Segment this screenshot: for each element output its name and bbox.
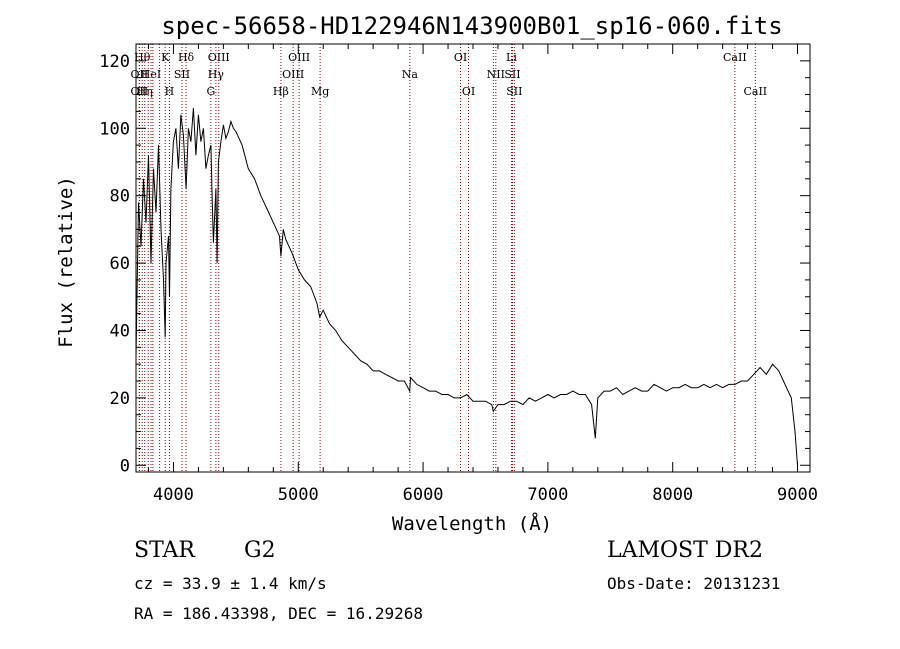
y-tick-label: 20 bbox=[110, 389, 130, 409]
x-tick-label: 4000 bbox=[153, 485, 194, 505]
line-marker-label: SII bbox=[506, 85, 522, 98]
x-tick-label: 5000 bbox=[278, 485, 319, 505]
x-tick-label: 7000 bbox=[527, 485, 568, 505]
y-tick-label: 60 bbox=[110, 254, 130, 274]
line-marker-label: NII bbox=[487, 68, 505, 81]
chart-title: spec-56658-HD122946N143900B01_sp16-060.f… bbox=[161, 12, 782, 40]
line-marker-label: CaII bbox=[723, 51, 747, 64]
coordinates: RA = 186.43398, DEC = 16.29268 bbox=[134, 604, 423, 623]
plot-frame bbox=[135, 43, 811, 473]
spectrum-line bbox=[135, 107, 798, 466]
x-tick-label: 9000 bbox=[777, 485, 818, 505]
line-marker-label: K bbox=[161, 51, 170, 64]
x-axis-label: Wavelength (Å) bbox=[392, 512, 552, 535]
line-marker-label: Hη bbox=[137, 85, 153, 98]
line-marker-label: OIII bbox=[208, 51, 230, 64]
x-axis-ticks: 4000 5000 6000 7000 8000 9000 bbox=[147, 44, 818, 505]
line-marker-label: SII bbox=[504, 68, 520, 81]
object-class: STAR bbox=[134, 538, 195, 563]
y-tick-label: 0 bbox=[120, 456, 130, 476]
line-marker-label: Na bbox=[402, 68, 419, 81]
y-tick-label: 80 bbox=[110, 187, 130, 207]
x-tick-label: 6000 bbox=[403, 485, 444, 505]
y-axis-label: Flux (relative) bbox=[55, 176, 77, 348]
line-marker-label: Li bbox=[506, 51, 517, 64]
line-marker-label: OII bbox=[131, 85, 149, 98]
line-marker-label: Hγ bbox=[208, 68, 225, 81]
object-subclass: G2 bbox=[244, 538, 276, 563]
line-marker-label: H bbox=[165, 85, 175, 98]
y-axis-ticks: 0 20 40 60 80 100 120 bbox=[99, 52, 810, 476]
line-marker-label: OIII bbox=[288, 51, 310, 64]
y-tick-label: 40 bbox=[110, 321, 130, 341]
line-marker-label: G bbox=[206, 85, 215, 98]
y-tick-label: 100 bbox=[99, 119, 130, 139]
y-tick-label: 120 bbox=[99, 52, 130, 72]
line-marker-label: Hδ bbox=[178, 51, 195, 64]
spectral-line-markers: HθOIIOIIHηHeIKHSIIHδGHγOIIIHβOIIIOIIIMgN… bbox=[131, 44, 767, 472]
x-tick-label: 8000 bbox=[652, 485, 693, 505]
line-marker-label: CaII bbox=[743, 85, 767, 98]
line-marker-label: Mg bbox=[311, 85, 329, 98]
line-marker-label: OIII bbox=[282, 68, 304, 81]
line-marker-label: HeI bbox=[141, 68, 161, 81]
line-marker-label: SII bbox=[174, 68, 190, 81]
line-marker-label: OI bbox=[462, 85, 475, 98]
line-marker-label: OI bbox=[454, 51, 467, 64]
observation-date: Obs-Date: 20131231 bbox=[607, 574, 781, 593]
line-marker-label: Hβ bbox=[273, 85, 289, 98]
survey-name: LAMOST DR2 bbox=[607, 538, 763, 563]
redshift-cz: cz = 33.9 ± 1.4 km/s bbox=[134, 574, 327, 593]
